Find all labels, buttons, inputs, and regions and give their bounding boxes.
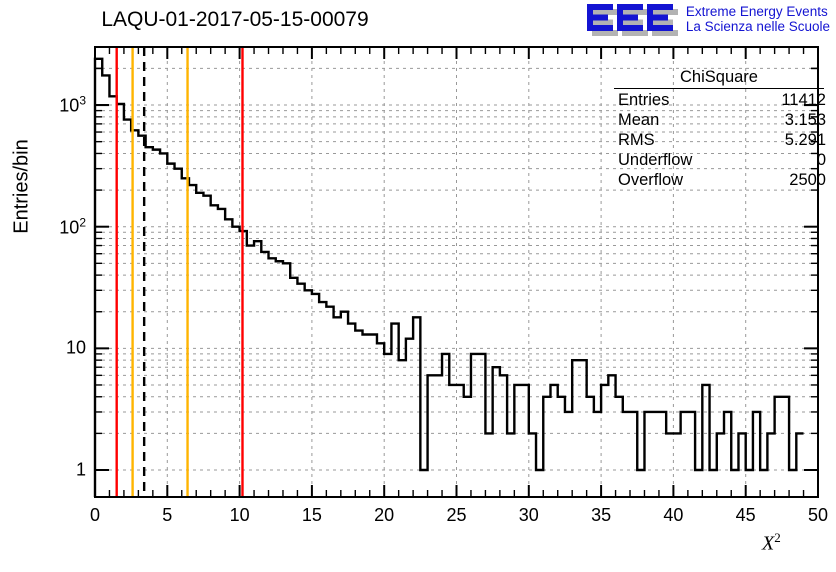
histogram-outline [93,57,804,497]
y-tick-label-base: 10 [59,95,80,116]
stats-title: ChiSquare [614,68,824,89]
x-tick-label: 40 [663,505,684,525]
y-axis-label: Entries/bin [10,139,33,234]
y-tick-label: 1 [18,460,86,481]
stats-row-label: Overflow [618,170,684,189]
x-tick-label: 0 [89,505,101,525]
stats-row-value: 5.291 [784,130,826,149]
x-tick-label: 50 [807,505,829,525]
eee-logo-line1: Extreme Energy Events [685,4,828,20]
x-tick-label: 45 [735,505,756,525]
x-tick-label: 30 [518,505,539,525]
x-tick-label: 10 [229,505,250,525]
stats-row: Overflow 2500 [608,170,830,190]
x-tick-label: 25 [446,505,467,525]
y-tick-label-exponent: 2 [79,215,86,230]
x-tick-label: 35 [591,505,612,525]
stats-row-value: 0 [816,150,826,169]
x-axis-label-exponent: 2 [774,530,781,545]
y-tick-label-base: 10 [59,217,80,238]
x-tick-label: 5 [162,505,173,525]
stats-row-value: 2500 [789,170,826,189]
x-axis-label: X2 [762,530,781,556]
stats-row-label: Mean [618,110,660,129]
stats-row-value: 11412 [781,90,826,109]
y-tick-label: 103 [18,94,86,117]
eee-logo-text: Extreme Energy Events La Scienza nelle S… [686,5,830,34]
stats-row: RMS 5.291 [608,130,830,150]
stats-row-label: Underflow [618,150,693,169]
page-title: LAQU-01-2017-05-15-00079 [101,8,369,31]
eee-logo-line2: La Scienza nelle Scuole [685,19,830,34]
stats-row: Entries 11412 [608,90,830,110]
eee-letters-icon [586,4,678,36]
x-tick-label: 20 [374,505,395,525]
stats-rows: Entries 11412 Mean 3.153 RMS 5.291 Underflow 0 O… [608,90,830,190]
stats-row-value: 3.153 [784,110,826,129]
eee-logo-mark [586,3,679,37]
x-tick-label: 15 [301,505,322,525]
stats-row-label: RMS [618,130,655,149]
y-tick-label-base: 10 [65,337,86,358]
stats-row: Underflow 0 [608,150,830,170]
y-tick-label: 102 [18,215,86,238]
x-axis-label-base: X [762,532,775,555]
stats-row-label: Entries [618,90,670,109]
stats-box: ChiSquare Entries 11412 Mean 3.153 RMS 5.291 U… [608,68,830,190]
y-tick-label-exponent: 3 [79,93,86,108]
y-tick-label: 10 [18,338,86,359]
eee-logo: Extreme Energy Events La Scienza nelle S… [586,3,830,37]
stats-row: Mean 3.153 [608,110,830,130]
y-tick-label-base: 1 [75,459,86,480]
